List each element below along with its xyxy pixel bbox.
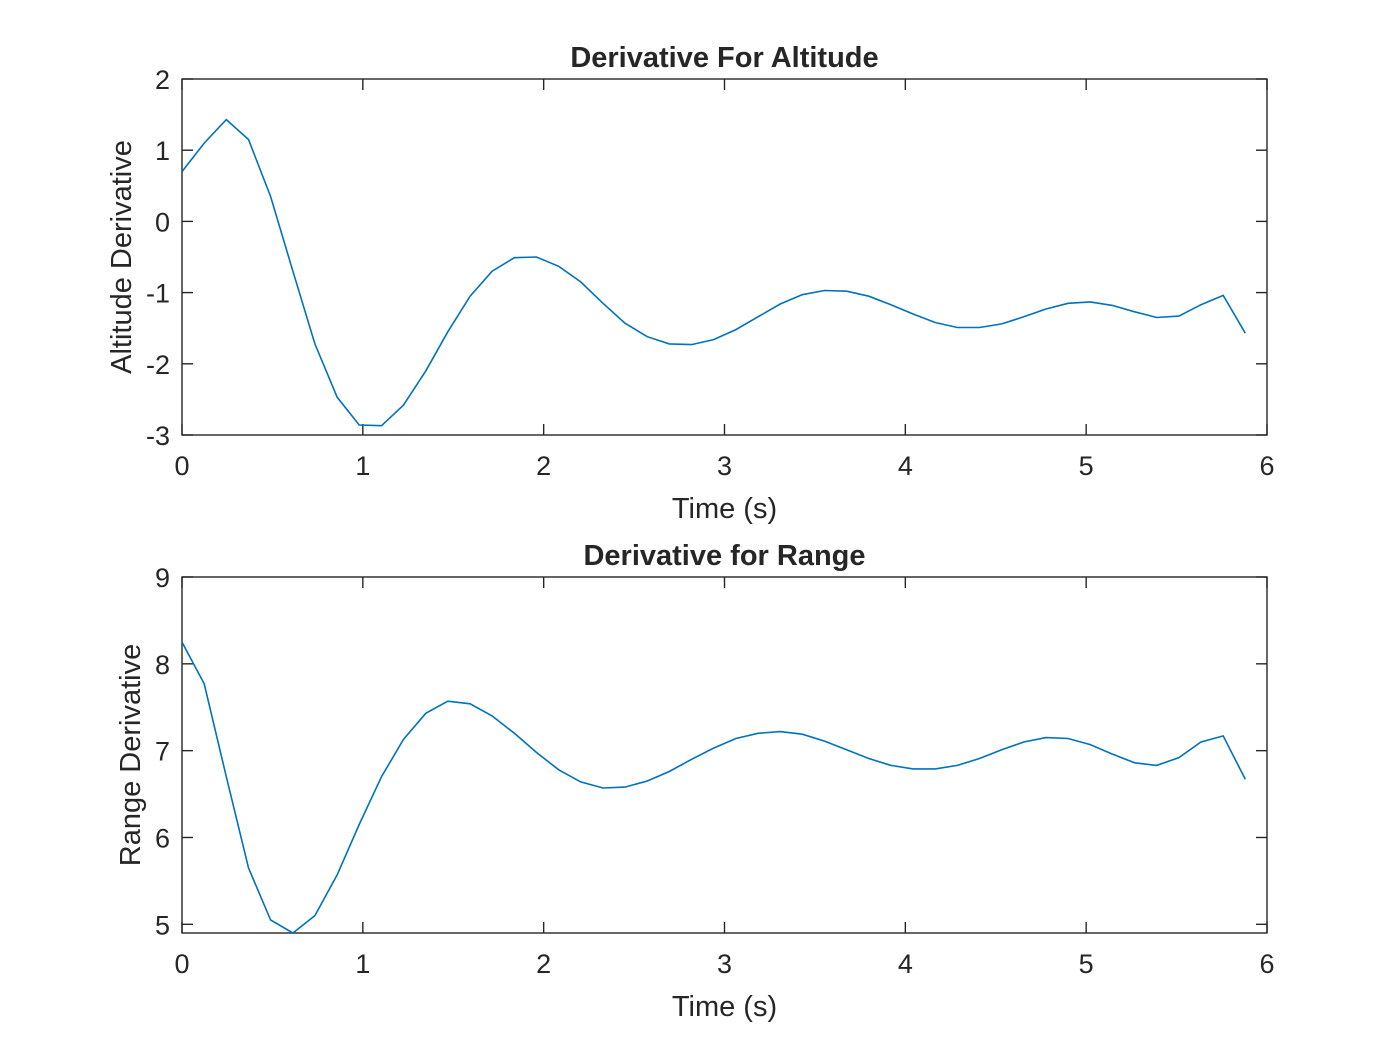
chart-title: Derivative for Range: [583, 540, 865, 572]
series-line: [181, 118, 1246, 427]
x-tick-label: 2: [536, 451, 551, 481]
x-tick-label: 6: [1259, 451, 1274, 481]
x-tick-label: 1: [355, 451, 370, 481]
x-tick-label: 0: [174, 949, 189, 979]
y-axis-label: Altitude Derivative: [106, 140, 138, 374]
x-tick-label: 6: [1259, 949, 1274, 979]
x-axis-label: Time (s): [672, 991, 777, 1023]
y-tick-label: 8: [155, 650, 170, 680]
y-tick-label: 1: [155, 136, 170, 166]
axes-box: [181, 78, 1268, 436]
x-axis-label: Time (s): [672, 493, 777, 525]
chart-title: Derivative For Altitude: [570, 42, 878, 74]
y-tick-label: 7: [155, 737, 170, 767]
y-tick-label: 9: [155, 563, 170, 593]
y-tick-label: 2: [155, 65, 170, 95]
y-tick-label: 5: [155, 910, 170, 940]
x-tick-label: 3: [717, 451, 732, 481]
y-tick-label: 0: [155, 207, 170, 237]
y-tick-label: -3: [146, 421, 170, 451]
altitude-derivative-plot: 0 1 2 3 4 5 6 2 1 0 -1 -2 -3 Derivative For Altitude T…: [106, 42, 1275, 525]
y-axis-label: Range Derivative: [115, 644, 147, 866]
range-derivative-plot: 0 1 2 3 4 5 6 9 8 7 6 5 Derivative for Range Time (s)…: [115, 540, 1275, 1023]
x-tick-label: 5: [1079, 949, 1094, 979]
x-tick-label: 4: [898, 451, 913, 481]
x-tick-label: 1: [355, 949, 370, 979]
x-tick-label: 2: [536, 949, 551, 979]
y-tick-label: 6: [155, 823, 170, 853]
y-tick-label: -2: [146, 350, 170, 380]
x-tick-label: 0: [174, 451, 189, 481]
axes-box: [181, 576, 1268, 934]
x-tick-label: 4: [898, 949, 913, 979]
y-tick-label: -1: [146, 279, 170, 309]
x-tick-label: 3: [717, 949, 732, 979]
series-line: [181, 641, 1247, 934]
x-tick-label: 5: [1079, 451, 1094, 481]
